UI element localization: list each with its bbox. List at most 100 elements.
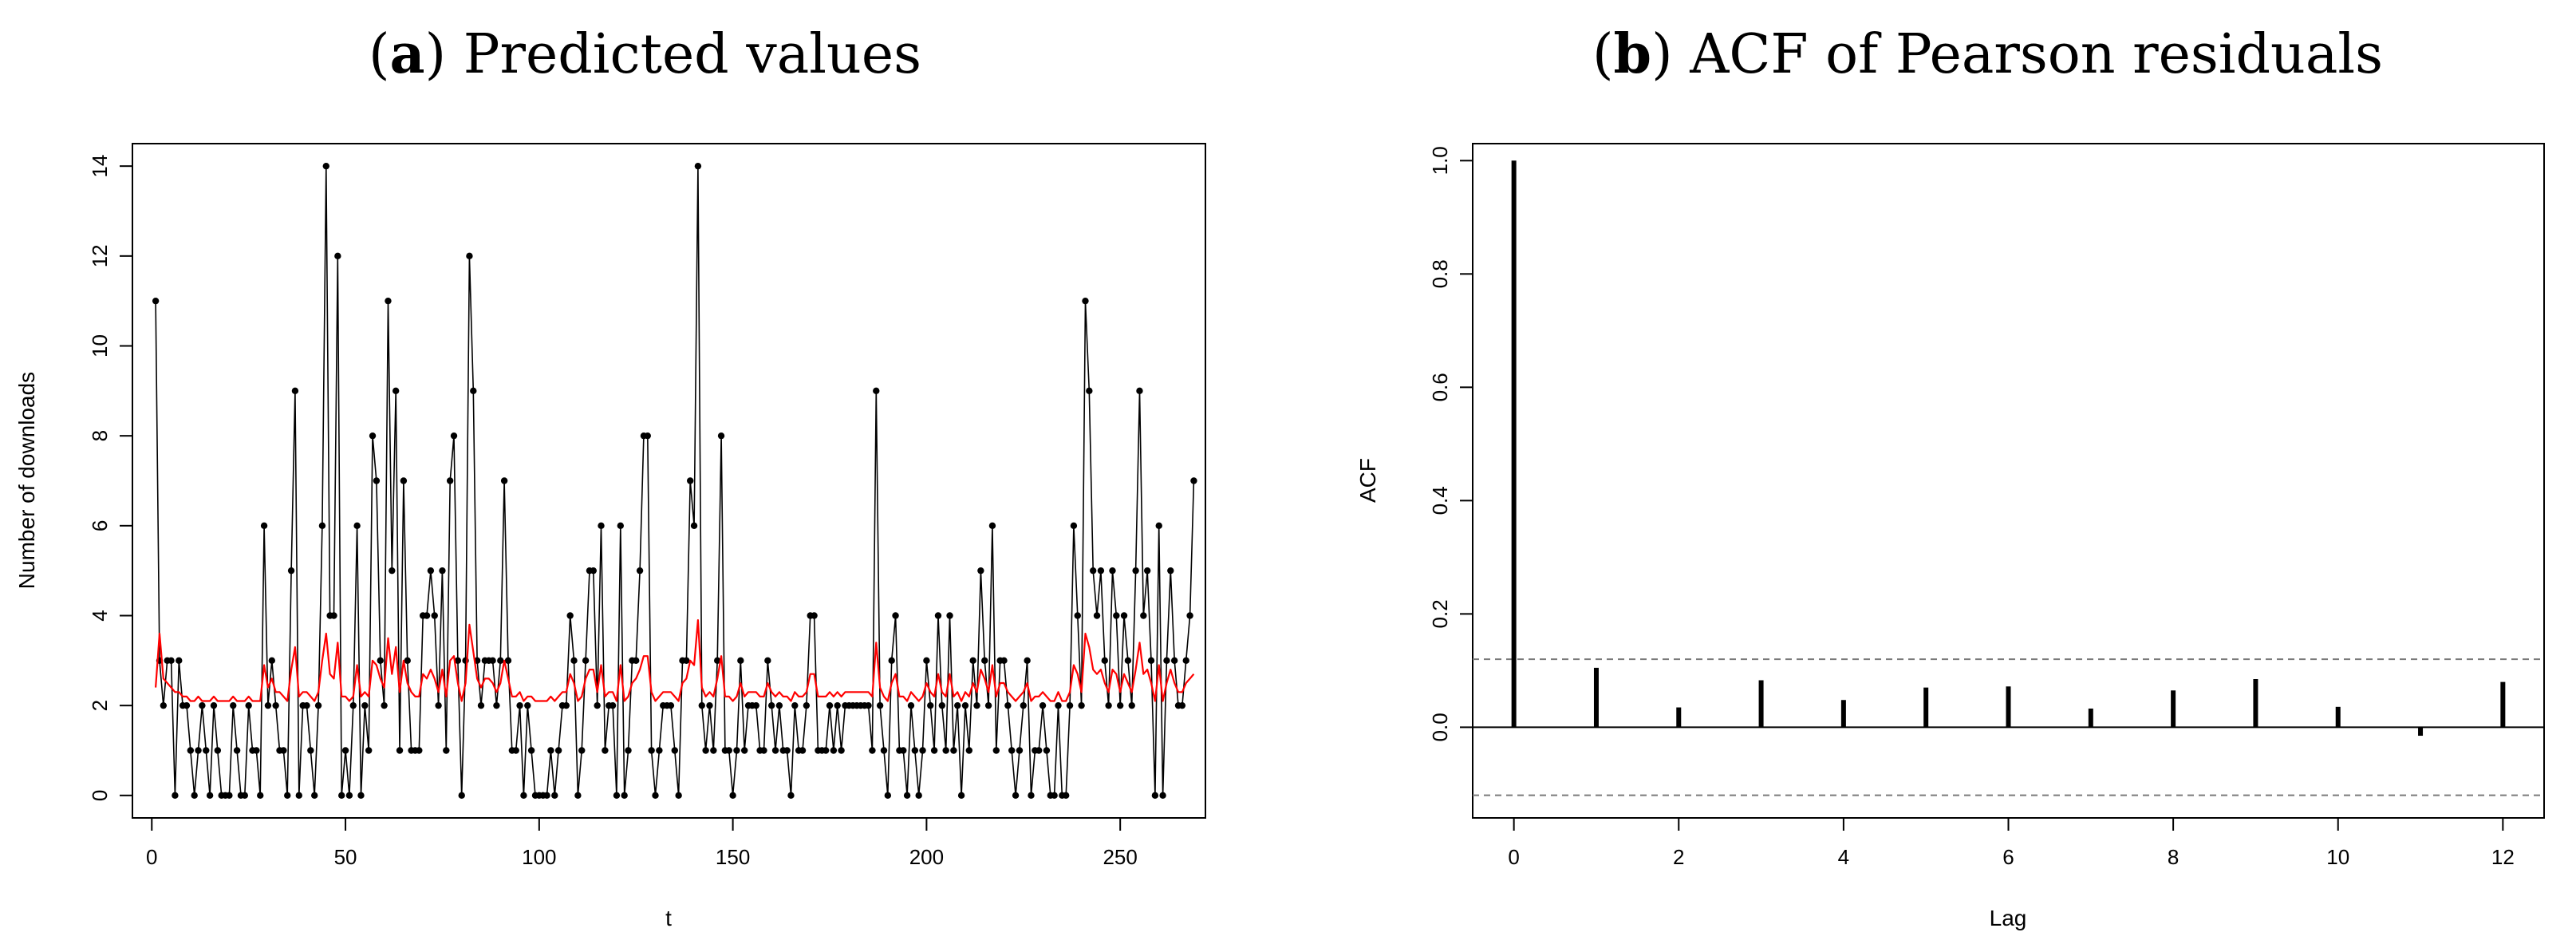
panel-a-point-observed (230, 701, 237, 709)
panel-a-point-observed (1036, 747, 1043, 754)
panel-a-point-observed (1097, 567, 1105, 575)
panel-a-point-observed (389, 567, 396, 575)
panel-a-point-observed (973, 701, 980, 709)
panel-a-point-observed (799, 747, 807, 754)
panel-a-point-observed (210, 701, 218, 709)
panel-a-point-observed (667, 701, 675, 709)
panel-a-point-observed (264, 701, 272, 709)
panel-a-point-observed (830, 747, 838, 754)
panel-a-point-observed (1120, 612, 1128, 619)
panel-a-y-tick-label: 10 (88, 334, 112, 357)
panel-a-point-observed (272, 701, 279, 709)
panel-a-point-observed (400, 477, 408, 484)
panel-a-point-observed (322, 162, 329, 170)
panel-a-point-observed (562, 701, 570, 709)
panel-a-point-observed (602, 747, 609, 754)
panel-a-point-observed (1024, 657, 1031, 665)
panel-a-point-observed (369, 432, 377, 440)
panel-a-point-observed (446, 477, 454, 484)
panel-a-point-observed (345, 792, 353, 800)
panel-a-point-observed (900, 747, 907, 754)
panel-a-point-observed (524, 701, 531, 709)
panel-a-point-observed (771, 747, 779, 754)
panel-a-point-observed (633, 657, 640, 665)
panel-a-point-observed (687, 477, 694, 484)
panel-a-series (152, 162, 1197, 800)
panel-a-point-observed (775, 701, 783, 709)
panel-a-point-observed (311, 792, 318, 800)
panel-b: 0.0 0.2 0.4 0.6 0.8 1.0 0 2 4 6 8 10 12 Lag ACF (1355, 143, 2545, 930)
panel-a-point-observed (706, 701, 713, 709)
panel-a-point-observed (984, 701, 992, 709)
panel-a-title: (a) Predicted values (369, 22, 921, 86)
panel-a-point-observed (1086, 387, 1093, 395)
panel-a-point-observed (1043, 747, 1051, 754)
panel-a-point-observed (717, 432, 725, 440)
panel-a-point-observed (954, 701, 961, 709)
panel-b-y-tick-label: 0.2 (1428, 599, 1452, 628)
panel-a-point-observed (911, 747, 919, 754)
panel-a-point-observed (226, 792, 233, 800)
panel-b-x-tick-label: 4 (1838, 845, 1849, 869)
panel-a-point-observed (257, 792, 264, 800)
panel-a-point-observed (416, 747, 423, 754)
panel-a-point-observed (334, 252, 341, 260)
panel-a-point-observed (435, 701, 442, 709)
panel-a-x-axis-title: t (665, 906, 672, 930)
panel-a-x-axis: 0 50 100 150 200 250 (146, 818, 1138, 869)
panel-a-point-observed (191, 792, 198, 800)
panel-a-point-observed (694, 162, 702, 170)
panel-a-point-observed (578, 747, 586, 754)
panel-a-point-observed (907, 701, 915, 709)
panel-a-point-observed (1147, 657, 1155, 665)
panel-a-point-observed (644, 432, 651, 440)
panel-a-point-observed (245, 701, 252, 709)
panel-a-point-observed (1163, 657, 1170, 665)
panel-a-y-axis-title: Number of downloads (14, 372, 39, 589)
panel-b-y-tick-label: 0.4 (1428, 486, 1452, 515)
panel-a-point-observed (385, 297, 392, 305)
panel-a-point-observed (671, 747, 678, 754)
panel-a-point-observed (187, 747, 195, 754)
panel-a-point-observed (160, 701, 168, 709)
panel-a-point-observed (992, 747, 1000, 754)
panel-a-point-observed (287, 567, 295, 575)
panel-a-point-observed (733, 747, 740, 754)
panel-a-point-observed (330, 612, 337, 619)
panel-a-point-observed (1109, 567, 1116, 575)
panel-a-point-observed (919, 747, 926, 754)
panel-a-point-observed (527, 747, 535, 754)
panel-a-point-observed (1140, 612, 1147, 619)
panel-a-point-observed (373, 477, 381, 484)
panel-a-point-observed (625, 747, 632, 754)
panel-a-point-observed (500, 477, 508, 484)
panel-a-point-observed (1066, 701, 1074, 709)
panel-a-point-observed (466, 252, 473, 260)
panel-b-x-tick-label: 0 (1508, 845, 1519, 869)
panel-a-point-observed (361, 701, 369, 709)
panel-a-point-observed (803, 701, 811, 709)
panel-a-x-tick-label: 250 (1103, 845, 1137, 869)
panel-a-point-observed (241, 792, 249, 800)
panel-a-point-observed (554, 747, 562, 754)
panel-a-point-observed (1004, 701, 1012, 709)
panel-a-point-observed (423, 612, 431, 619)
panel-a-point-observed (930, 747, 938, 754)
panel-a-point-observed (318, 522, 326, 530)
panel-a-point-observed (957, 792, 965, 800)
panel-a-point-observed (295, 792, 302, 800)
panel-a-point-observed (338, 792, 345, 800)
panel-a-point-observed (927, 701, 934, 709)
panel-a-point-observed (1089, 567, 1097, 575)
panel-a-point-observed (598, 522, 605, 530)
panel-a-point-observed (1055, 701, 1062, 709)
panel-a-point-observed (880, 747, 888, 754)
panel-a-point-observed (1020, 701, 1027, 709)
panel-a-point-observed (988, 522, 996, 530)
panel-a-point-observed (284, 792, 291, 800)
panel-a-point-observed (869, 747, 876, 754)
panel-a-point-observed (477, 701, 485, 709)
panel-a-point-observed (710, 747, 717, 754)
panel-a-point-observed (834, 701, 841, 709)
panel-a-point-observed (551, 792, 558, 800)
